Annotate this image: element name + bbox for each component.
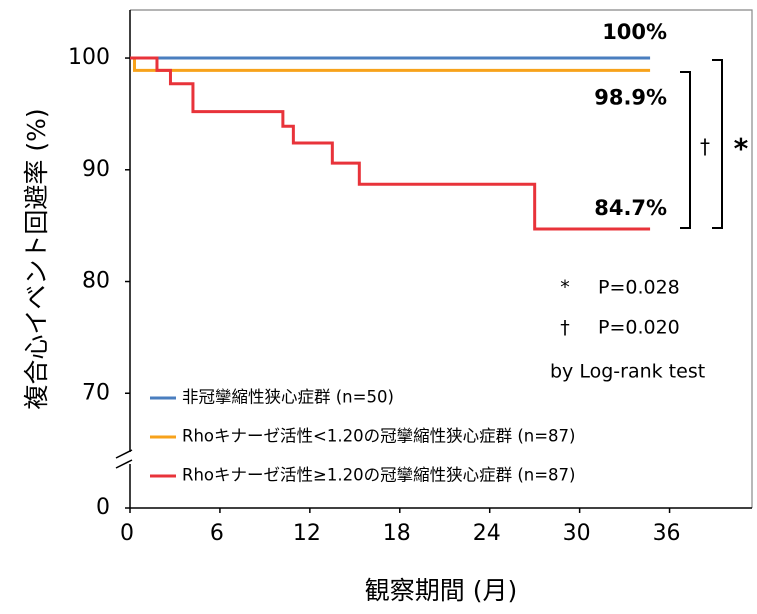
y-tick-label: 0 — [96, 495, 110, 520]
x-tick-label: 36 — [653, 521, 681, 546]
legend-label: 非冠攣縮性狭心症群 (n=50) — [182, 388, 394, 407]
significance-text: P=0.020 — [598, 317, 680, 339]
end-label: 84.7% — [594, 196, 667, 220]
significance-symbol: * — [560, 277, 570, 299]
x-tick-label: 24 — [473, 521, 501, 546]
y-tick-label: 100 — [68, 45, 110, 70]
bracket-label: * — [734, 132, 749, 165]
bracket — [680, 71, 691, 229]
legend-label: Rhoキナーゼ活性≥1.20の冠攣縮性狭心症群 (n=87) — [182, 466, 575, 485]
axis-break — [115, 459, 133, 469]
significance-text: P=0.028 — [598, 277, 680, 299]
x-tick-label: 30 — [563, 521, 591, 546]
survival-line — [130, 56, 651, 72]
end-label: 98.9% — [594, 85, 667, 109]
axis-break-gap — [116, 452, 144, 464]
y-axis-label: 複合心イベント回避率 (%) — [22, 108, 51, 409]
x-axis-label: 観察期間 (月) — [365, 576, 517, 605]
end-label: 100% — [602, 20, 667, 44]
significance-symbol: † — [560, 317, 570, 339]
x-tick-label: 18 — [383, 521, 411, 546]
y-tick-label: 80 — [82, 269, 110, 294]
axis-break — [115, 449, 133, 459]
x-tick-label: 0 — [120, 521, 134, 546]
test-note: by Log-rank test — [550, 361, 705, 383]
x-tick-label: 6 — [210, 521, 224, 546]
y-tick-label: 90 — [82, 157, 110, 182]
bracket — [712, 59, 723, 229]
x-tick-label: 12 — [293, 521, 321, 546]
survival-line — [130, 56, 651, 231]
legend-label: Rhoキナーゼ活性<1.20の冠攣縮性狭心症群 (n=87) — [182, 427, 575, 446]
bracket-label: † — [700, 135, 710, 159]
y-tick-label: 70 — [82, 380, 110, 405]
plot-frame — [130, 9, 753, 508]
